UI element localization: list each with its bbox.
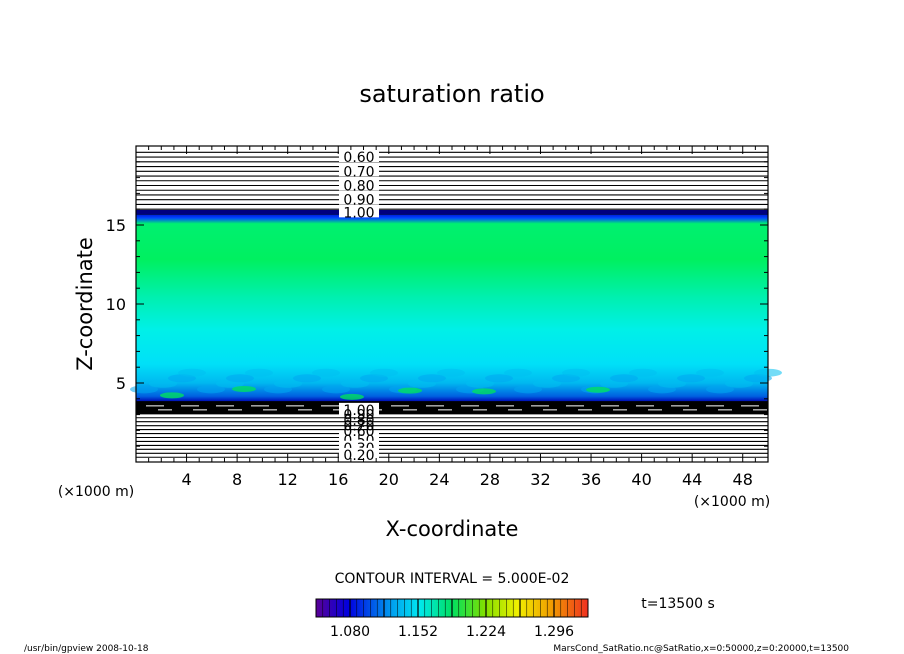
field-blob: [485, 374, 513, 383]
colorbar-tick-label: 1.224: [466, 624, 506, 640]
field-blob: [245, 368, 273, 377]
contour-label-bg: [339, 447, 379, 460]
field-blob: [197, 385, 225, 394]
field-blob: [472, 388, 496, 395]
field-blob: [226, 374, 254, 383]
field-blob: [312, 368, 340, 377]
contour-label: 0.90: [343, 193, 374, 209]
x-tick-label: 44: [682, 470, 702, 489]
field-blob: [322, 385, 350, 394]
contour-interval-text: CONTOUR INTERVAL = 5.000E-02: [335, 571, 570, 587]
field-blob: [706, 385, 734, 394]
field-blob: [340, 393, 364, 400]
colorbar-divisions: [322, 599, 582, 617]
x-unit-right: (×1000 m): [694, 494, 770, 510]
x-tick-label: 36: [581, 470, 601, 489]
field-blob: [658, 379, 686, 388]
field-blob: [586, 386, 610, 393]
field-blob: [504, 368, 532, 377]
x-tick-label: 32: [530, 470, 550, 489]
contour-lines: [136, 151, 768, 458]
contour-band-bottom: [136, 401, 768, 414]
field-blob: [725, 379, 753, 388]
x-tick-label: 48: [733, 470, 753, 489]
contour-labels: 0.600.700.800.901.001.000.500.300.200.90…: [339, 150, 379, 464]
contour-label: 0.80: [343, 413, 374, 429]
colored-field: [130, 212, 782, 402]
y-tick-label: 10: [106, 295, 126, 314]
field-blob: [677, 374, 705, 383]
field-blob: [610, 374, 638, 383]
field-blob: [562, 368, 590, 377]
field-blob: [418, 374, 446, 383]
contour-label-bg: [339, 150, 379, 163]
contour-label: 1.00: [343, 205, 374, 221]
x-tick-label: 8: [232, 470, 242, 489]
field-blob: [149, 379, 177, 388]
x-axis-ticks: 4 8 12 16 20 24 28 32 36 40 44 48: [135, 146, 769, 489]
contour-label-bg: [339, 178, 379, 191]
x-tick-label: 12: [278, 470, 298, 489]
y-axis-ticks: 5 10 15: [106, 145, 768, 463]
contour-label: 0.90: [343, 408, 374, 424]
contour-label-bg: [339, 164, 379, 177]
field-blob: [437, 368, 465, 377]
x-axis-label: X-coordinate: [386, 517, 519, 541]
contour-label-bg: [339, 402, 379, 415]
field-blob: [274, 379, 302, 388]
x-tick-label: 20: [379, 470, 399, 489]
field-blob: [514, 385, 542, 394]
contour-label-bg: [339, 205, 379, 218]
contour-label: 0.80: [343, 179, 374, 195]
time-label: t=13500 s: [641, 596, 715, 612]
x-tick-label: 24: [429, 470, 449, 489]
x-tick-label: 4: [181, 470, 191, 489]
y-tick-label: 15: [106, 216, 126, 235]
y-tick-label: 5: [116, 374, 126, 393]
field-blob: [341, 379, 369, 388]
x-unit-left: (×1000 m): [58, 484, 134, 500]
contour-label: 0.60: [343, 424, 374, 440]
field-blob: [398, 387, 422, 394]
field-blob: [696, 368, 724, 377]
field-blob: [178, 368, 206, 377]
contour-label: 0.70: [343, 419, 374, 435]
field-blob: [160, 392, 184, 399]
contour-band-top: [136, 209, 768, 214]
contour-label: 0.60: [343, 150, 374, 166]
contour-label: 0.70: [343, 164, 374, 180]
contour-label-bg: [339, 192, 379, 205]
y-axis-label: Z-coordinate: [73, 237, 97, 371]
field-blob: [533, 379, 561, 388]
footer-program: /usr/bin/gpview 2008-10-18: [24, 644, 149, 654]
colorbar-tick-label: 1.152: [398, 624, 438, 640]
field-blob: [293, 374, 321, 383]
x-tick-label: 28: [480, 470, 500, 489]
colorbar-tick-label: 1.080: [330, 624, 370, 640]
x-tick-label: 16: [328, 470, 348, 489]
field-blob: [370, 368, 398, 377]
field-blob: [232, 386, 256, 392]
footer-source: MarsCond_SatRatio.nc@SatRatio,x=0:50000,…: [553, 644, 849, 654]
x-tick-label: 40: [631, 470, 651, 489]
chart-title: saturation ratio: [359, 80, 544, 108]
contour-label: 1.00: [343, 403, 374, 419]
field-blob: [130, 385, 158, 394]
field-blob: [466, 379, 494, 388]
field-blob: [629, 368, 657, 377]
colorbar-tick-labels: 1.080 1.152 1.224 1.296: [330, 624, 574, 640]
colorbar-tick-label: 1.296: [534, 624, 574, 640]
